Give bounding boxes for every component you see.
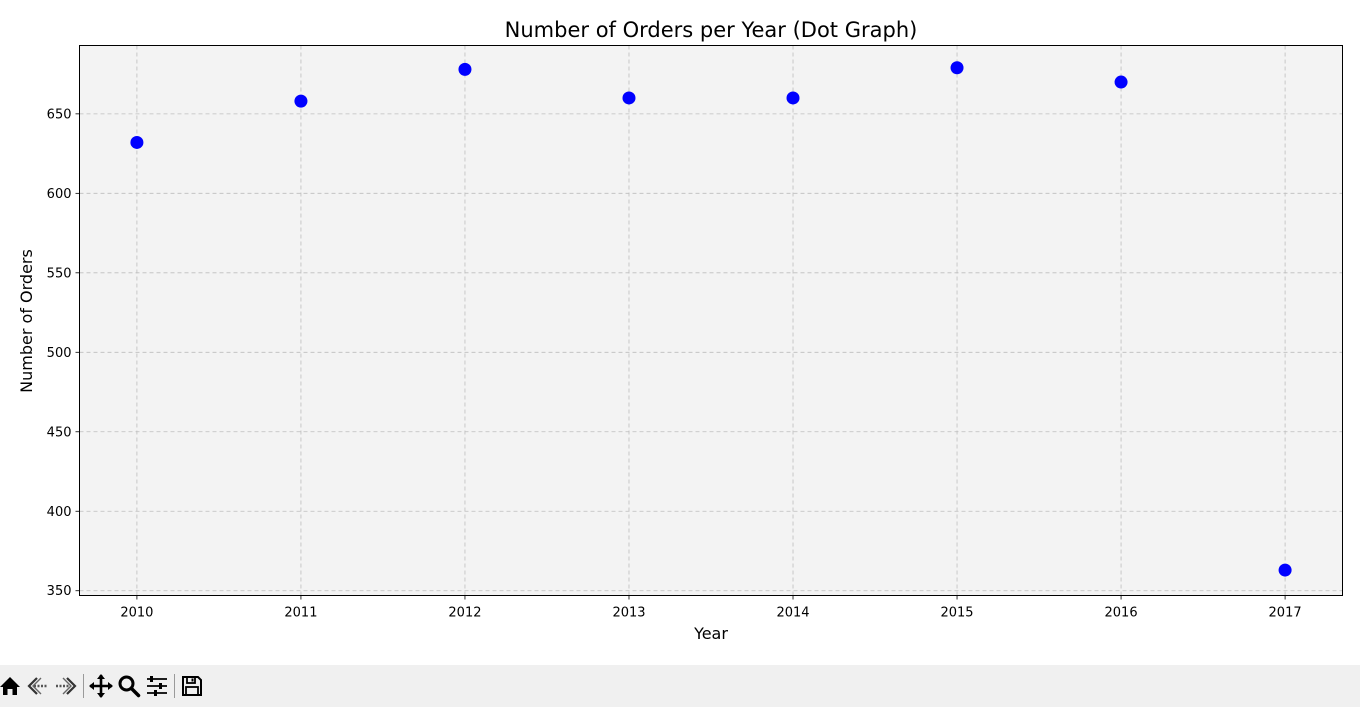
pan-button[interactable]	[87, 671, 115, 701]
x-tick-label: 2012	[448, 606, 481, 621]
y-tick-label: 400	[47, 505, 72, 520]
data-point-2011	[294, 94, 308, 108]
data-points	[130, 61, 1292, 577]
x-tick-label: 2014	[776, 606, 809, 621]
zoom-magnifier-icon	[118, 675, 141, 698]
y-tick-label: 500	[47, 346, 72, 361]
y-tick-label: 600	[47, 187, 72, 202]
data-point-2014	[786, 91, 800, 105]
x-tick-label: 2010	[120, 606, 153, 621]
data-point-2016	[1114, 75, 1128, 89]
x-axis-label: Year	[693, 624, 728, 643]
y-tick-label: 650	[47, 107, 72, 122]
back-arrow-icon	[27, 677, 48, 695]
forward-arrow-icon	[56, 677, 77, 695]
x-tick-label: 2013	[612, 606, 645, 621]
data-point-2012	[458, 62, 472, 76]
y-tick-label: 350	[47, 584, 72, 599]
plot-area	[79, 45, 1343, 596]
zoom-button[interactable]	[115, 671, 143, 701]
chart-title: Number of Orders per Year (Dot Graph)	[505, 18, 918, 42]
configure-subplots-button[interactable]	[143, 671, 171, 701]
axis-ticks: 2010 2011 2012 2013 2014 2015 2016 2017 350 400 45…	[47, 107, 1302, 620]
x-tick-label: 2017	[1269, 606, 1302, 621]
save-button[interactable]	[178, 671, 206, 701]
x-tick-label: 2011	[284, 606, 317, 621]
data-point-2013	[622, 91, 636, 105]
navigation-toolbar	[0, 665, 1360, 707]
data-point-2015	[950, 61, 964, 75]
x-tick-label: 2016	[1105, 606, 1138, 621]
home-button[interactable]	[0, 671, 24, 701]
y-tick-label: 550	[47, 266, 72, 281]
forward-button[interactable]	[52, 671, 80, 701]
back-button[interactable]	[24, 671, 52, 701]
x-tick-label: 2015	[940, 606, 973, 621]
home-icon	[0, 677, 20, 695]
configure-subplots-icon	[147, 676, 167, 696]
y-axis-label: Number of Orders	[17, 249, 36, 393]
figure-canvas: Number of Orders per Year (Dot Graph) 20…	[17, 18, 1343, 643]
data-point-2010	[130, 135, 144, 149]
plot-frame	[79, 45, 1343, 596]
data-point-2017	[1278, 563, 1292, 577]
toolbar-separator	[174, 674, 175, 698]
y-tick-label: 450	[47, 425, 72, 440]
save-floppy-icon	[182, 676, 202, 696]
toolbar-separator	[83, 674, 84, 698]
grid-lines	[79, 45, 1343, 596]
pan-move-icon	[89, 674, 113, 698]
